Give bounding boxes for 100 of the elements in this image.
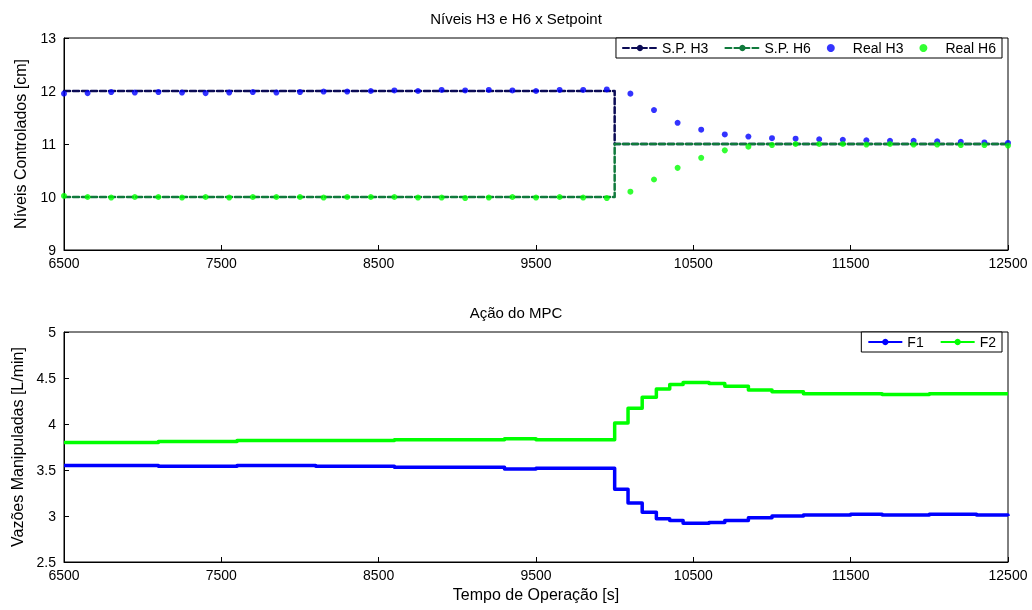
point — [769, 135, 775, 142]
x-tick-label: 10500 — [673, 567, 714, 583]
x-tick-label: 10500 — [673, 255, 714, 271]
point — [745, 143, 752, 150]
point — [438, 194, 445, 201]
point — [792, 141, 799, 147]
point — [179, 194, 185, 201]
point — [485, 86, 492, 93]
point — [721, 147, 728, 154]
point — [320, 194, 327, 201]
legend-label: F1 — [907, 334, 924, 350]
point — [509, 194, 516, 200]
legend-label: Real H3 — [852, 40, 904, 56]
x-tick-label: 8500 — [363, 567, 395, 583]
point — [297, 89, 303, 96]
point — [415, 194, 421, 201]
point — [155, 89, 162, 96]
point — [202, 194, 209, 200]
point — [651, 107, 657, 114]
y-tick-label: 3.5 — [36, 462, 57, 478]
point — [627, 90, 634, 97]
y-tick-label: 2.5 — [36, 554, 57, 570]
x-tick-label: 12500 — [988, 567, 1028, 583]
y-axis-title: Níveis Controlados [cm] — [11, 59, 29, 229]
point — [202, 90, 209, 97]
y-tick-label: 9 — [48, 242, 57, 258]
x-tick-label: 7500 — [205, 255, 238, 271]
point — [698, 126, 705, 133]
y-tick-label: 12 — [40, 83, 57, 99]
point — [533, 88, 539, 94]
y-tick-label: 11 — [41, 136, 57, 152]
x-tick-label: 6500 — [48, 255, 80, 271]
x-tick-label: 11500 — [831, 255, 870, 271]
x-tick-label: 8500 — [363, 255, 395, 271]
point — [226, 89, 233, 96]
point — [863, 141, 870, 148]
chart-title: Níveis H3 e H6 x Setpoint — [430, 10, 603, 27]
point — [61, 192, 67, 199]
x-axis-title: Tempo de Operação [s] — [452, 586, 620, 604]
point — [533, 194, 539, 201]
point — [108, 194, 115, 201]
legend-label: F2 — [979, 334, 997, 350]
point — [320, 88, 327, 95]
point — [957, 142, 964, 149]
point — [816, 141, 823, 147]
point — [698, 154, 705, 161]
point — [438, 86, 445, 93]
x-tick-label: 12500 — [988, 255, 1028, 271]
point — [816, 136, 823, 143]
point — [721, 131, 728, 138]
point — [839, 141, 846, 147]
point — [462, 195, 469, 202]
x-tick-label: 11500 — [831, 567, 870, 583]
legend-label: S.P. H3 — [661, 40, 709, 56]
point — [297, 194, 303, 200]
point — [179, 89, 185, 96]
point — [273, 89, 280, 96]
point — [745, 133, 752, 140]
point — [556, 194, 563, 200]
x-tick-label: 9500 — [520, 255, 552, 271]
chart-title: Ação do MPC — [469, 304, 563, 321]
point — [391, 194, 398, 200]
point — [485, 194, 492, 201]
point — [367, 88, 374, 94]
point — [249, 89, 256, 96]
point — [580, 194, 587, 201]
y-tick-label: 3 — [48, 508, 57, 524]
point — [344, 194, 351, 200]
x-tick-label: 9500 — [520, 567, 552, 583]
legend-label: S.P. H6 — [764, 40, 812, 56]
point — [273, 194, 280, 200]
point — [84, 194, 91, 200]
point — [910, 141, 917, 148]
point — [84, 90, 91, 97]
y-axis-title: Vazões Manipuladas [L/min] — [9, 347, 27, 547]
point — [391, 87, 398, 94]
y-tick-label: 4 — [48, 416, 57, 432]
y-tick-label: 10 — [40, 189, 57, 205]
point — [462, 87, 469, 94]
y-tick-label: 4.5 — [36, 370, 57, 386]
point — [603, 195, 610, 202]
point — [651, 176, 657, 183]
point — [61, 90, 67, 97]
x-tick-label: 7500 — [205, 567, 238, 583]
point — [769, 142, 775, 149]
point — [131, 89, 138, 96]
point — [415, 88, 421, 94]
point — [131, 194, 138, 200]
point — [556, 86, 563, 93]
point — [367, 194, 374, 200]
point — [344, 88, 351, 95]
point — [509, 87, 516, 94]
point — [674, 119, 681, 126]
point — [155, 194, 162, 200]
point — [603, 86, 610, 93]
point — [674, 164, 681, 171]
point — [627, 188, 634, 195]
point — [226, 194, 233, 201]
legend-label: Real H6 — [945, 40, 997, 56]
point — [580, 86, 587, 93]
